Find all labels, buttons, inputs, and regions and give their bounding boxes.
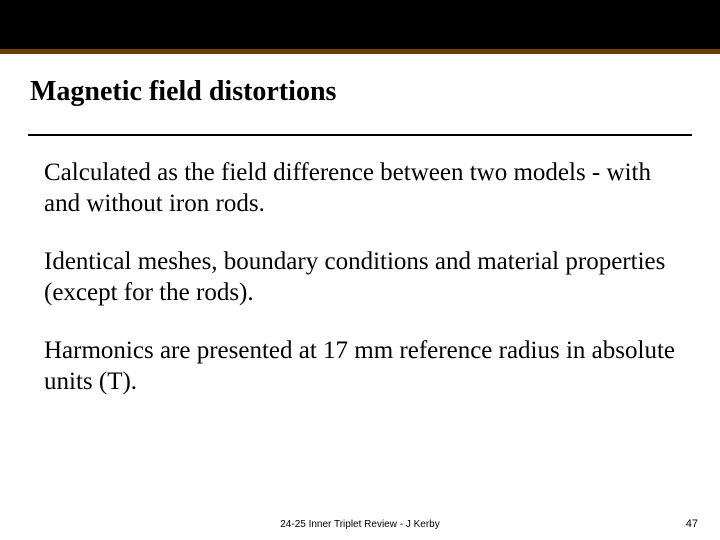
page-number: 47	[686, 518, 698, 530]
footer-text: 24-25 Inner Triplet Review - J Kerby	[280, 519, 440, 530]
title-area: Magnetic field distortions	[0, 54, 720, 122]
paragraph-1: Calculated as the field difference betwe…	[44, 158, 680, 219]
paragraph-2: Identical meshes, boundary conditions an…	[44, 247, 680, 308]
paragraph-3: Harmonics are presented at 17 mm referen…	[44, 336, 680, 397]
page-title: Magnetic field distortions	[30, 76, 690, 108]
top-bar	[0, 0, 720, 54]
footer: 24-25 Inner Triplet Review - J Kerby	[0, 519, 720, 530]
body-area: Calculated as the field difference betwe…	[0, 136, 720, 397]
